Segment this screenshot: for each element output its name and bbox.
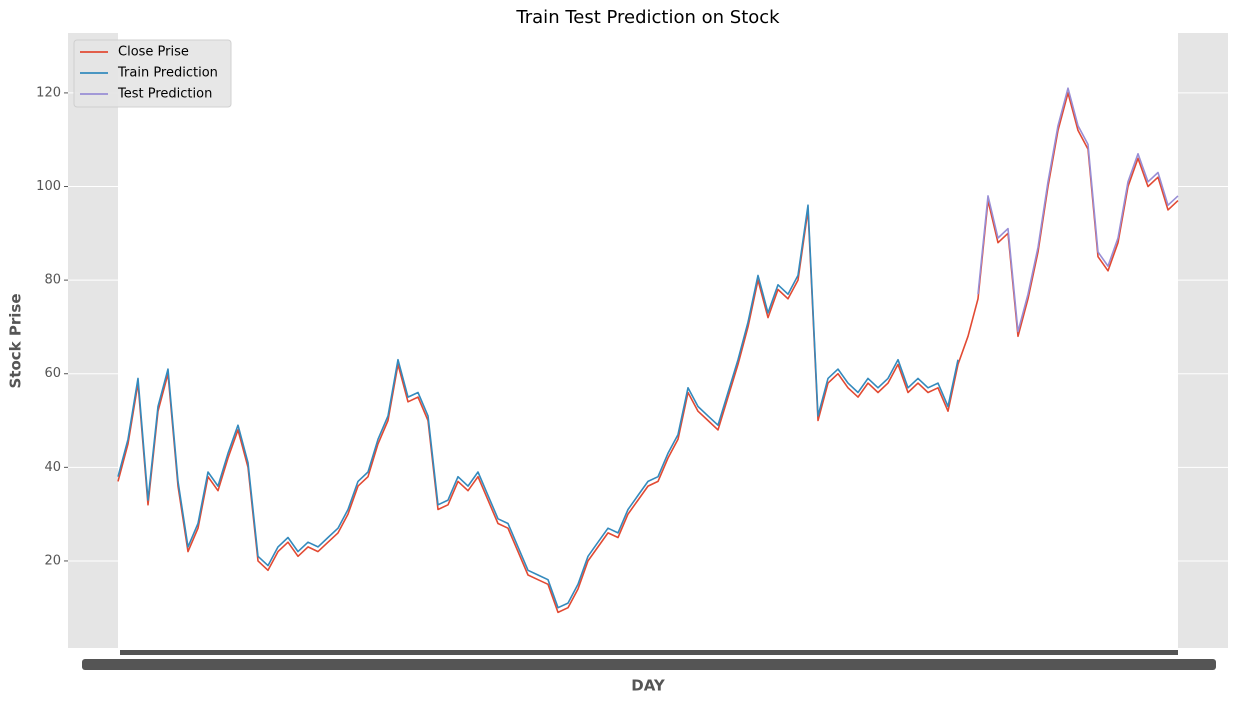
legend-label: Train Prediction <box>117 66 218 81</box>
y-tick-label: 40 <box>44 460 61 475</box>
y-tick-label: 20 <box>44 553 61 568</box>
y-tick-label: 60 <box>44 366 61 381</box>
y-tick-label: 80 <box>44 273 61 288</box>
dense-x-grid <box>118 33 1178 648</box>
x-tick-labels-overlap <box>82 659 1216 670</box>
y-tick-label: 120 <box>36 85 61 100</box>
series-line <box>117 92 1179 614</box>
legend-box <box>73 39 232 108</box>
legend-label: Close Prise <box>118 45 189 60</box>
y-axis-label: Stock Prise <box>7 293 25 388</box>
y-tick-label: 100 <box>36 179 61 194</box>
series-line <box>117 204 959 609</box>
grid: 20 40 60 80 100 120 <box>36 85 1228 568</box>
lines <box>117 87 1179 614</box>
legend-label: Test Prediction <box>117 87 212 102</box>
x-axis-label: DAY <box>631 677 666 695</box>
legend: Close Prise Train Prediction Test Predicti… <box>73 39 232 108</box>
x-tick-marks <box>120 650 1178 655</box>
chart-title: Train Test Prediction on Stock <box>515 7 780 28</box>
series-line <box>977 87 1179 333</box>
